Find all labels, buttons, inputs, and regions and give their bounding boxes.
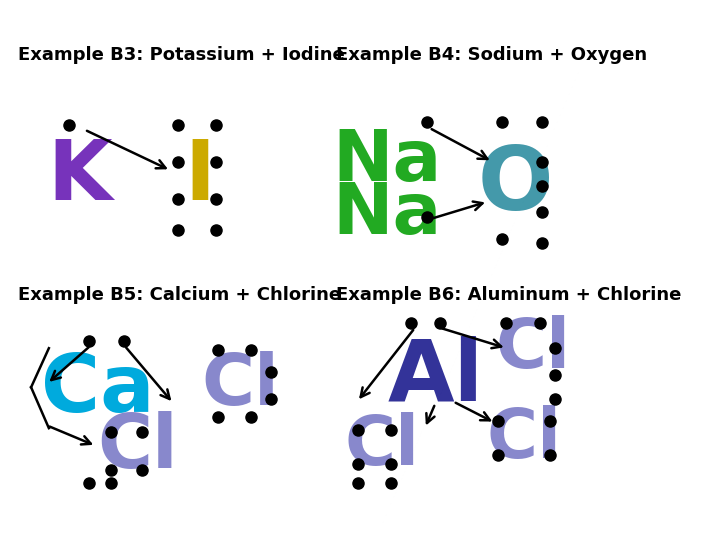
Text: Cl: Cl <box>487 406 562 472</box>
Text: Al: Al <box>387 335 483 418</box>
Text: Cl: Cl <box>201 351 279 420</box>
Text: Na: Na <box>332 180 441 249</box>
Text: K: K <box>48 136 112 217</box>
Text: Cl: Cl <box>495 315 571 382</box>
Text: Ca: Ca <box>41 351 155 429</box>
Text: Example B6: Aluminum + Chlorine: Example B6: Aluminum + Chlorine <box>336 286 681 304</box>
Text: I: I <box>184 136 215 217</box>
Text: Example B5: Calcium + Chlorine: Example B5: Calcium + Chlorine <box>18 286 341 304</box>
Text: Example B4: Sodium + Oxygen: Example B4: Sodium + Oxygen <box>336 46 647 64</box>
Text: Example B3: Potassium + Iodine: Example B3: Potassium + Iodine <box>18 46 345 64</box>
Text: Cl: Cl <box>345 413 420 480</box>
Text: Cl: Cl <box>97 411 178 484</box>
Text: Na: Na <box>332 127 441 196</box>
Text: O: O <box>477 142 553 229</box>
